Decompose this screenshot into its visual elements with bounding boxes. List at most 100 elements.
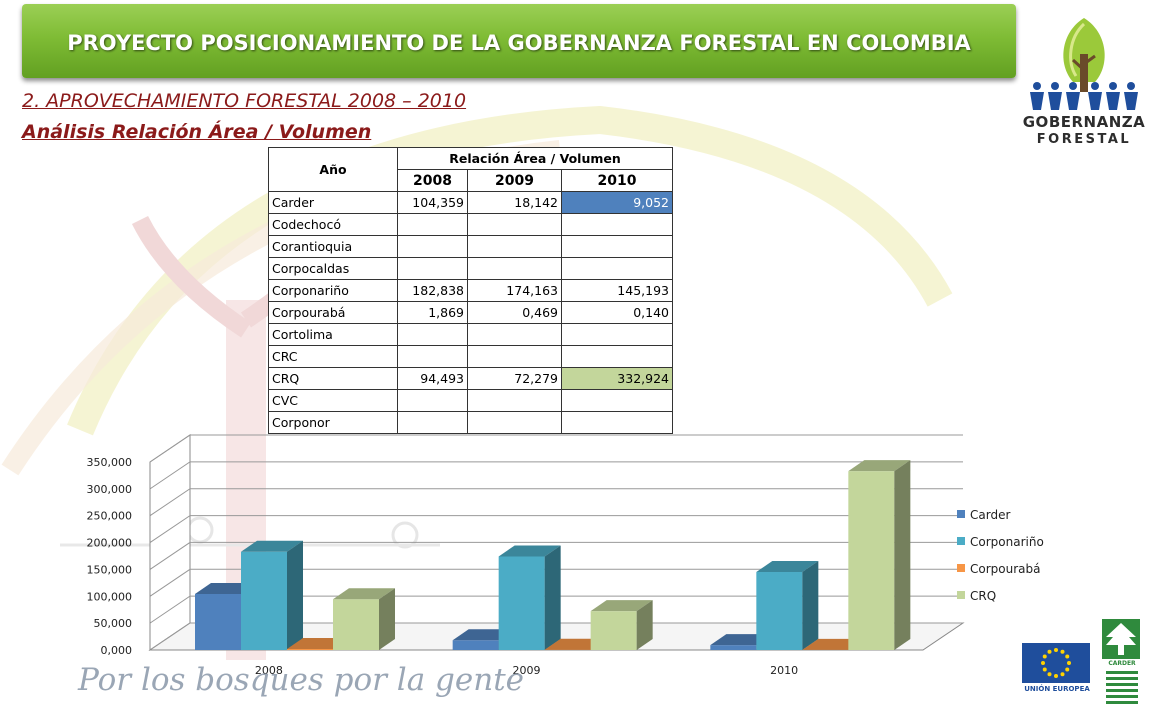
cell-2008: 104,359 (397, 191, 468, 214)
carder-subtext-icon (1106, 671, 1138, 704)
legend-label: CRQ (970, 589, 996, 603)
header-2010: 2010 (561, 169, 673, 192)
table-row: Corpocaldas (268, 257, 673, 280)
bar-front (848, 471, 895, 650)
bar-side (636, 600, 653, 650)
table-row: Corantioquia (268, 235, 673, 258)
cell-2008: 94,493 (397, 367, 468, 390)
bar-front (287, 648, 333, 650)
eu-star-icon (1047, 649, 1052, 654)
row-name: Corantioquia (268, 235, 398, 258)
table-row: Corpourabá 1,869 0,469 0,140 (268, 301, 673, 324)
x-tick-label: 2010 (770, 664, 798, 677)
cell-2009 (467, 323, 562, 346)
bar-side (287, 540, 303, 650)
chart-side-wall (149, 434, 191, 651)
bar-front (195, 593, 241, 650)
table-row: Corponor (268, 411, 673, 434)
y-tick-label: 350,000 (87, 456, 133, 469)
eu-star-icon (1047, 672, 1052, 677)
row-name: Cortolima (268, 323, 398, 346)
header-year: Año (268, 147, 398, 192)
eu-star-icon (1042, 667, 1047, 672)
eu-star-icon (1042, 654, 1047, 659)
row-name: CRC (268, 345, 398, 368)
table-row: Cortolima (268, 323, 673, 346)
cell-2009 (467, 345, 562, 368)
cell-2010 (561, 323, 673, 346)
row-name: Codechocó (268, 213, 398, 236)
row-name: Carder (268, 191, 398, 214)
cell-2008: 1,869 (397, 301, 468, 324)
gridline (149, 434, 963, 463)
bar-front (498, 556, 545, 650)
row-name: Corponor (268, 411, 398, 434)
gobernanza-forestal-logo: GOBERNANZA FORESTAL (1013, 14, 1155, 154)
cell-2010 (561, 345, 673, 368)
y-tick-label: 300,000 (87, 483, 133, 496)
y-tick-label: 150,000 (87, 563, 133, 576)
eu-star-icon (1065, 667, 1070, 672)
eu-star-icon (1060, 649, 1065, 654)
row-name: Corpourabá (268, 301, 398, 324)
row-name: Corponariño (268, 279, 398, 302)
eu-star-icon (1041, 661, 1045, 665)
y-tick-label: 100,000 (87, 590, 133, 603)
bar-front (756, 572, 803, 650)
bar-top (241, 540, 303, 552)
bar-front (241, 551, 287, 650)
cell-2010 (561, 411, 673, 434)
y-tick-label: 0,000 (101, 644, 133, 657)
legend-swatch (957, 564, 965, 572)
section-heading: 2. APROVECHAMIENTO FORESTAL 2008 – 2010 (22, 90, 467, 112)
cell-2009 (467, 389, 562, 412)
data-table: Año Relación Área / Volumen 2008 2009 20… (268, 147, 673, 434)
table-row: CRQ 94,493 72,279 332,924 (268, 367, 673, 390)
bar-top (590, 600, 653, 612)
cell-2009 (467, 235, 562, 258)
cell-2008 (397, 257, 468, 280)
analysis-heading: Análisis Relación Área / Volumen (22, 121, 372, 143)
gridline (149, 488, 963, 517)
gridline (149, 595, 963, 624)
gridline (149, 541, 963, 570)
x-tick-label: 2009 (513, 664, 541, 677)
cell-2008 (397, 345, 468, 368)
header-2008: 2008 (397, 169, 468, 192)
gridline (149, 622, 963, 651)
cell-2008 (397, 213, 468, 236)
bar-side (894, 460, 911, 650)
cell-2010: 332,924 (561, 367, 673, 390)
gridline (149, 515, 963, 543)
table-header-row: Año Relación Área / Volumen (268, 147, 673, 192)
slogan: Por los bosques por la gente (78, 662, 525, 698)
y-tick-label: 50,000 (94, 617, 133, 630)
bar-top (756, 561, 819, 573)
bar-side (544, 545, 561, 650)
bar-front (333, 599, 379, 650)
cell-2010: 0,140 (561, 301, 673, 324)
bar-front (710, 645, 757, 650)
bar-side (379, 588, 395, 650)
table-row: Corponariño 182,838 174,163 145,193 (268, 279, 673, 302)
cell-2010 (561, 389, 673, 412)
legend-label: Carder (970, 508, 1010, 522)
y-tick-label: 200,000 (87, 537, 133, 550)
legend-swatch (957, 591, 965, 599)
bar-front (452, 640, 499, 650)
legend-swatch (957, 510, 965, 518)
eu-star-icon (1067, 661, 1071, 665)
row-name: CRQ (268, 367, 398, 390)
cell-2009 (467, 213, 562, 236)
eu-flag-icon (1022, 643, 1090, 683)
bar-front (590, 611, 637, 650)
eu-star-icon (1065, 654, 1070, 659)
cell-2009: 18,142 (467, 191, 562, 214)
banner-title: PROYECTO POSICIONAMIENTO DE LA GOBERNANZ… (67, 31, 971, 55)
gridline (149, 461, 963, 490)
cell-2009: 0,469 (467, 301, 562, 324)
table-year-row: 2008 2009 2010 (269, 169, 673, 192)
row-name: CVC (268, 389, 398, 412)
y-tick-label: 250,000 (87, 510, 133, 523)
